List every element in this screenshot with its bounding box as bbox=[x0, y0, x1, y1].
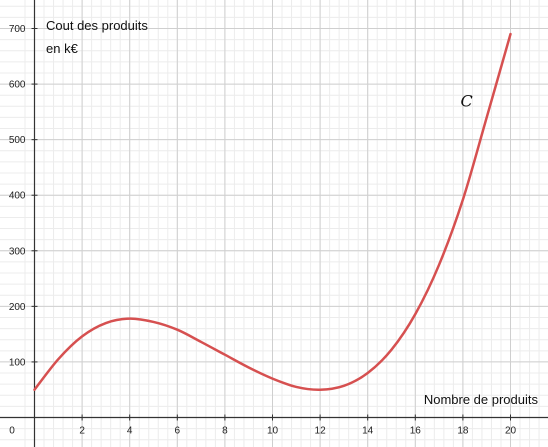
x-tick-label: 12 bbox=[315, 426, 327, 437]
x-tick-label: 16 bbox=[410, 426, 422, 437]
x-tick-label: 8 bbox=[222, 426, 228, 437]
y-tick-label: 600 bbox=[9, 80, 26, 91]
y-tick-label: 200 bbox=[9, 302, 26, 313]
x-tick-label: 4 bbox=[127, 426, 133, 437]
x-tick-label: 14 bbox=[362, 426, 374, 437]
y-tick-label: 700 bbox=[9, 24, 26, 35]
origin-label: 0 bbox=[9, 426, 15, 437]
series-layer bbox=[33, 32, 512, 391]
x-tick-label: 2 bbox=[79, 426, 85, 437]
cost-curve-line bbox=[33, 32, 512, 391]
y-tick-label: 500 bbox=[9, 135, 26, 146]
x-axis-title: Nombre de produits bbox=[424, 392, 539, 407]
y-tick-label: 100 bbox=[9, 357, 26, 368]
x-tick-label: 20 bbox=[505, 426, 517, 437]
y-axis-title-line-2: en k€ bbox=[46, 41, 79, 56]
y-tick-label: 300 bbox=[9, 246, 26, 257]
x-tick-label: 10 bbox=[267, 426, 279, 437]
x-tick-label: 18 bbox=[457, 426, 469, 437]
y-tick-label: 400 bbox=[9, 191, 26, 202]
y-axis-title-line-1: Cout des produits bbox=[46, 18, 148, 33]
tick-labels: 2 4 6 8 10 12 14 16 18 20 100 200 300 400 500 600 700 bbox=[9, 24, 517, 436]
x-tick-label: 6 bbox=[175, 426, 181, 437]
curve-label: C bbox=[461, 91, 473, 110]
